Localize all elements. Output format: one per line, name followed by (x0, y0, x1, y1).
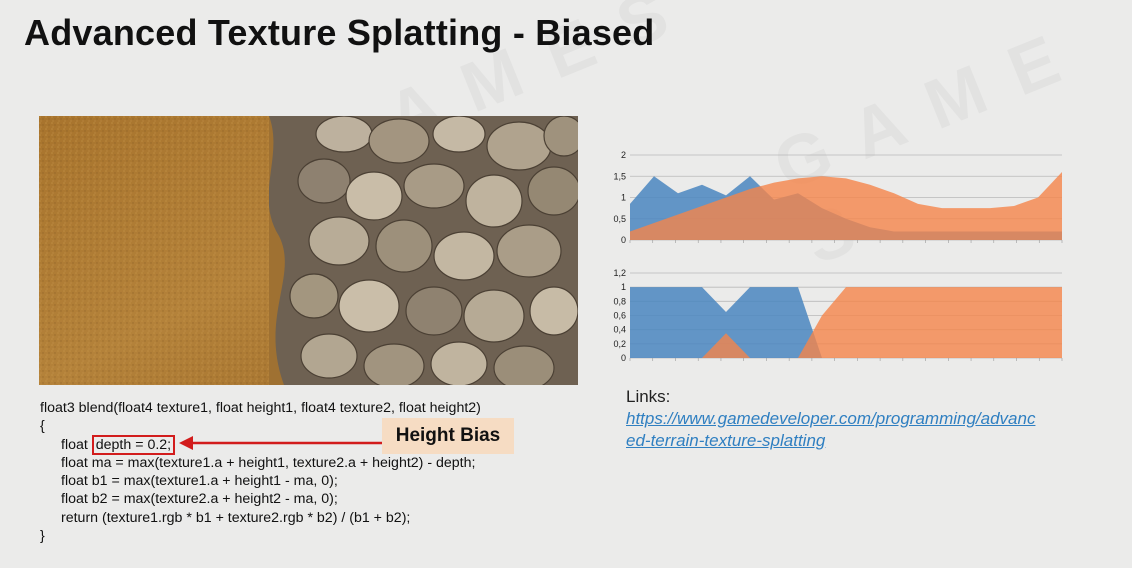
code-line: float b2 = max(texture2.a + height2 - ma… (61, 491, 338, 508)
chart-top: 2 1,5 1 0,5 0 (613, 150, 1063, 245)
code-line: } (40, 528, 45, 545)
arrow-icon (179, 436, 383, 450)
y-tick-label: 0 (621, 353, 626, 363)
code-line: { (40, 418, 45, 435)
series-area-1 (630, 172, 1062, 240)
y-tick-label: 0,2 (613, 339, 626, 349)
y-tick-label: 2 (621, 150, 626, 160)
code-line: float3 blend(float4 texture1, float heig… (40, 400, 481, 416)
code-line: return (texture1.rgb * b1 + texture2.rgb… (61, 509, 411, 526)
y-tick-label: 0,5 (613, 214, 626, 224)
code-line: float depth = 0.2; (40, 434, 481, 455)
y-tick-label: 1 (621, 282, 626, 292)
links-section: Links: https://www.gamedeveloper.com/pro… (626, 386, 1056, 452)
y-tick-label: 1,5 (613, 171, 626, 181)
link-url[interactable]: https://www.gamedeveloper.com/programmin… (626, 408, 1056, 452)
code-line: float ma = max(texture1.a + height1, tex… (61, 454, 476, 471)
y-tick-label: 1,2 (613, 268, 626, 278)
y-axis: 1,2 1 0,8 0,6 0,4 0,2 0 (613, 268, 626, 363)
y-tick-label: 0 (621, 235, 626, 245)
highlighted-depth: depth = 0.2; (91, 434, 176, 455)
y-tick-label: 0,8 (613, 296, 626, 306)
series-area-0 (630, 287, 1062, 358)
terrain-texture-image (39, 116, 578, 385)
slide-title: Advanced Texture Splatting - Biased (24, 12, 655, 53)
code-block: float3 blend(float4 texture1, float heig… (40, 399, 481, 545)
chart-bottom: 1,2 1 0,8 0,6 0,4 0,2 0 (613, 268, 1063, 363)
y-tick-label: 0,4 (613, 325, 626, 335)
links-heading: Links: (626, 387, 671, 406)
link-url-part1: https://www.gamedeveloper.com/programmin… (626, 409, 1036, 428)
y-tick-label: 0,6 (613, 311, 626, 321)
code-text: float (61, 436, 92, 453)
code-line: float b1 = max(texture1.a + height1 - ma… (61, 473, 338, 490)
series-area-1 (630, 287, 1062, 358)
y-tick-label: 1 (621, 193, 626, 203)
height-bias-label: Height Bias (382, 418, 514, 454)
y-axis: 2 1,5 1 0,5 0 (613, 150, 626, 245)
link-url-part2: ed-terrain-texture-splatting (626, 431, 826, 450)
